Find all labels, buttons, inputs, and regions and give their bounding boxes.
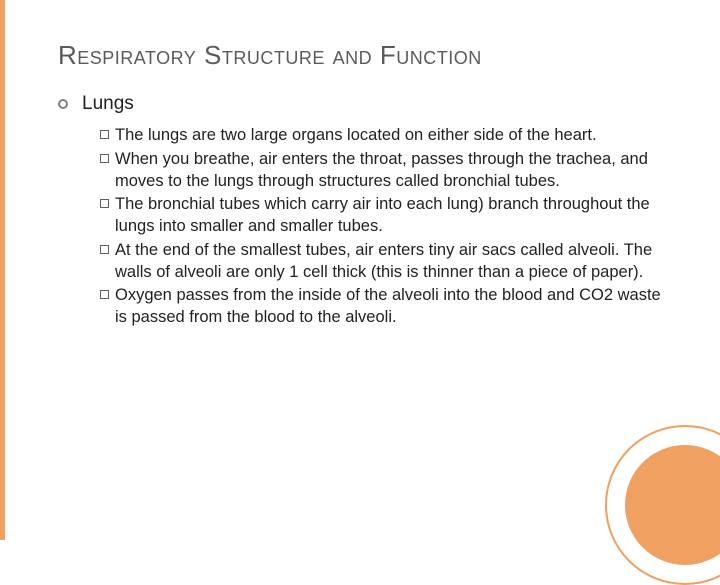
corner-decoration (585, 405, 720, 585)
list-item: When you breathe, air enters the throat,… (100, 149, 670, 193)
item-text: Oxygen passes from the inside of the alv… (115, 285, 670, 329)
accent-left-bar (0, 0, 5, 540)
item-text: At the end of the smallest tubes, air en… (115, 240, 670, 284)
section-row: Lungs (58, 93, 670, 115)
slide-content: Lungs The lungs are two large organs loc… (58, 93, 670, 329)
slide-title: Respiratory Structure and Function (58, 40, 670, 71)
item-text: When you breathe, air enters the throat,… (115, 149, 670, 193)
list-item: The bronchial tubes which carry air into… (100, 194, 670, 238)
section-label: Lungs (82, 93, 134, 115)
item-text: The lungs are two large organs located o… (115, 125, 670, 147)
checkbox-icon (100, 290, 109, 299)
list-item: At the end of the smallest tubes, air en… (100, 240, 670, 284)
list-item: The lungs are two large organs located o… (100, 125, 670, 147)
list-item: Oxygen passes from the inside of the alv… (100, 285, 670, 329)
checkbox-icon (100, 154, 109, 163)
item-text: The bronchial tubes which carry air into… (115, 194, 670, 238)
checkbox-icon (100, 130, 109, 139)
checkbox-icon (100, 245, 109, 254)
slide-container: Respiratory Structure and Function Lungs… (0, 0, 720, 540)
checkbox-icon (100, 199, 109, 208)
bullet-circle-icon (58, 99, 68, 109)
sub-list: The lungs are two large organs located o… (100, 125, 670, 329)
